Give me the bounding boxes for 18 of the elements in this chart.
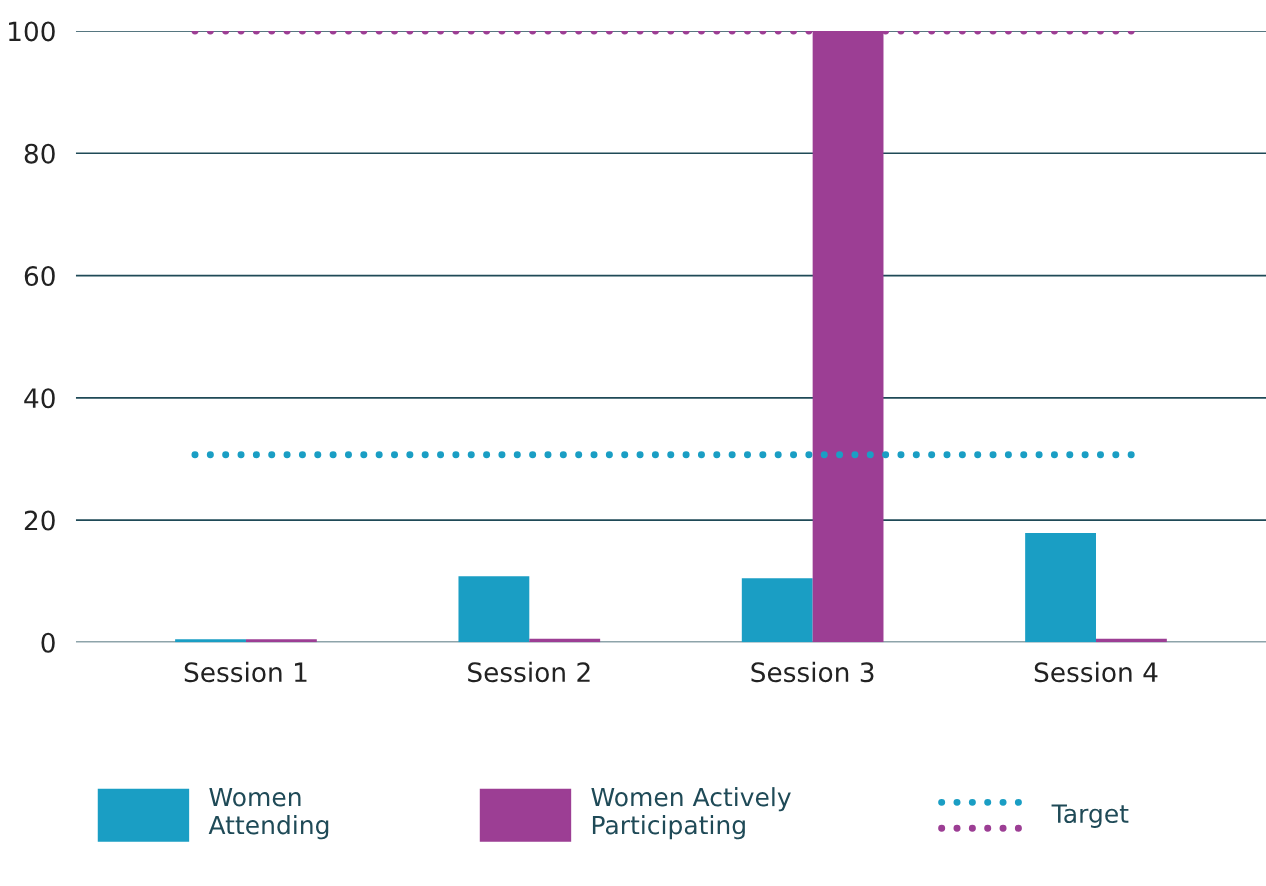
bar xyxy=(1025,532,1096,643)
y-tick-label: 0 xyxy=(41,632,55,653)
x-tick-label: Session 2 xyxy=(468,661,590,683)
y-tick-label: 100 xyxy=(9,21,55,42)
y-tick-label: 20 xyxy=(24,510,55,531)
legend-label: Women Attending xyxy=(208,787,329,840)
bar xyxy=(741,578,813,643)
bar xyxy=(245,639,317,643)
x-tick-label: Session 4 xyxy=(1034,661,1158,683)
y-tick-label: 80 xyxy=(24,143,55,164)
legend-label: Target xyxy=(1051,804,1129,828)
bar xyxy=(458,576,530,643)
legend-label: Women Actively Participating xyxy=(591,787,791,840)
bar xyxy=(175,639,246,643)
x-tick-label: Session 3 xyxy=(751,661,874,683)
x-tick-label: Session 1 xyxy=(184,661,307,683)
y-tick-label: 40 xyxy=(24,388,55,409)
y-tick-label: 60 xyxy=(24,265,55,286)
